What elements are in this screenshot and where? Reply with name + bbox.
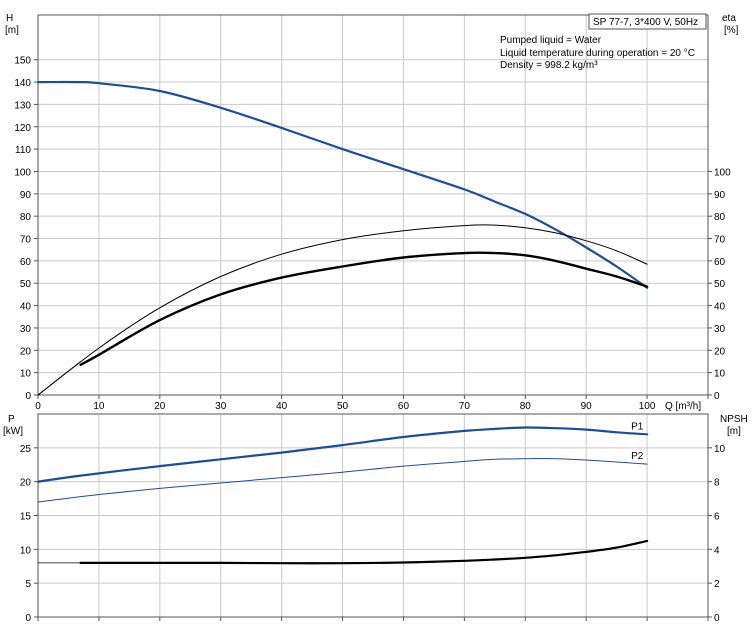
left-tick-label: 120 [14, 123, 31, 134]
flow-axis-label: Q [m³/h] [665, 401, 701, 412]
left-tick-label: 50 [20, 279, 32, 290]
right-tick-label: 20 [714, 346, 726, 357]
head-efficiency-grid [34, 14, 712, 399]
power-npsh-grid [34, 413, 712, 621]
npsh-axis-unit: [m] [727, 426, 741, 437]
series-label-p1: P1 [631, 421, 644, 432]
info-liquid-temperature: Liquid temperature during operation = 20… [500, 48, 695, 59]
left-tick-label: 40 [20, 302, 32, 313]
right-tick-label: 30 [714, 324, 726, 335]
power-axis-unit: [kW] [3, 426, 23, 437]
pump-model-title: SP 77-7, 3*400 V, 50Hz [593, 17, 698, 28]
x-tick-label: 0 [35, 401, 41, 412]
head-axis-unit: [m] [5, 25, 19, 36]
label-layer: 0102030405060708090100110120130140150010… [14, 56, 731, 624]
info-pumped-liquid: Pumped liquid = Water [500, 35, 602, 46]
left-tick-label: 20 [20, 346, 32, 357]
left-tick-label: 10 [20, 545, 32, 556]
curve-p1-series-2 [79, 539, 649, 565]
right-tick-label: 100 [714, 167, 731, 178]
left-tick-label: 15 [20, 512, 32, 523]
x-tick-label: 30 [215, 401, 227, 412]
x-tick-label: 100 [639, 401, 656, 412]
right-tick-label: 10 [714, 444, 726, 455]
left-tick-label: 60 [20, 257, 32, 268]
curve-p0-series-3 [37, 361, 81, 396]
x-tick-label: 40 [276, 401, 288, 412]
x-tick-label: 10 [93, 401, 105, 412]
npsh-axis-label: NPSH [720, 414, 748, 425]
left-tick-label: 10 [20, 369, 32, 380]
plot-frame [37, 413, 709, 618]
curve-p0-series-1 [37, 224, 648, 396]
curve-p1 [36, 426, 649, 483]
curve-p0-series-2 [79, 251, 649, 366]
pump-model-box [588, 13, 707, 30]
right-tick-label: 6 [714, 512, 720, 523]
left-tick-label: 140 [14, 78, 31, 89]
right-tick-label: 40 [714, 302, 726, 313]
series-label-p2: P2 [631, 451, 644, 462]
efficiency-axis-unit: [%] [724, 25, 739, 36]
info-density: Density = 998.2 kg/m³ [500, 60, 598, 71]
right-tick-label: 2 [714, 579, 720, 590]
x-tick-label: 50 [337, 401, 349, 412]
left-tick-label: 80 [20, 212, 32, 223]
right-tick-label: 60 [714, 257, 726, 268]
efficiency-axis-label: eta [722, 13, 736, 24]
power-axis-label: P [8, 414, 15, 425]
right-tick-label: 0 [714, 613, 720, 624]
right-tick-label: 80 [714, 212, 726, 223]
x-tick-label: 20 [154, 401, 166, 412]
right-tick-label: 0 [714, 391, 720, 402]
x-tick-label: 80 [520, 401, 532, 412]
x-tick-label: 90 [581, 401, 593, 412]
curve-layer [36, 80, 649, 565]
right-tick-label: 70 [714, 235, 726, 246]
left-tick-label: 0 [25, 613, 31, 624]
left-tick-label: 25 [20, 444, 32, 455]
head-axis-label: H [6, 13, 13, 24]
left-tick-label: 150 [14, 56, 31, 67]
left-tick-label: 5 [25, 579, 31, 590]
right-tick-label: 8 [714, 478, 720, 489]
curve-p2 [37, 458, 648, 503]
right-tick-label: 50 [714, 279, 726, 290]
left-tick-label: 30 [20, 324, 32, 335]
left-tick-label: 100 [14, 167, 31, 178]
left-tick-label: 90 [20, 190, 32, 201]
x-tick-label: 60 [398, 401, 410, 412]
left-tick-label: 20 [20, 478, 32, 489]
left-tick-label: 0 [25, 391, 31, 402]
right-tick-label: 4 [714, 545, 720, 556]
plot-frame [37, 14, 709, 396]
right-tick-label: 10 [714, 369, 726, 380]
left-tick-label: 130 [14, 100, 31, 111]
x-tick-label: 70 [459, 401, 471, 412]
left-tick-label: 70 [20, 235, 32, 246]
left-tick-label: 110 [15, 145, 31, 156]
right-tick-label: 90 [714, 190, 726, 201]
curve-p0-series-0 [36, 80, 649, 289]
